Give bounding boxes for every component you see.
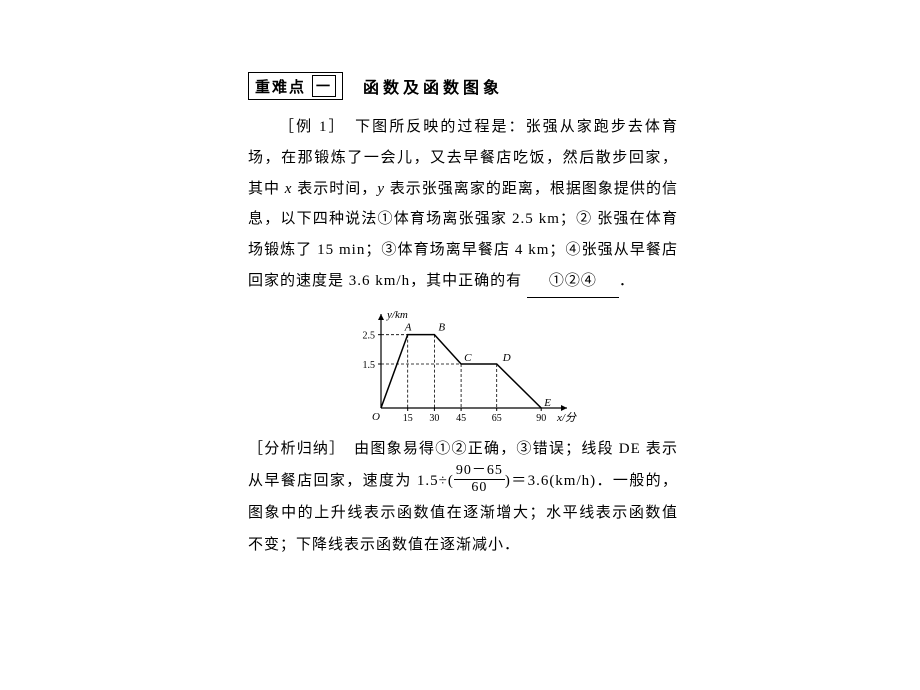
svg-text:B: B (438, 321, 445, 333)
analysis-paragraph: ［分析归纳］ 由图象易得①②正确，③错误；线段 DE 表示从早餐店回家，速度为 … (248, 433, 678, 562)
svg-text:65: 65 (492, 413, 502, 424)
svg-text:D: D (502, 352, 511, 364)
analysis-label: ［分析归纳］ (248, 441, 338, 457)
period: ． (619, 273, 635, 289)
svg-text:A: A (404, 321, 412, 333)
svg-text:y/km: y/km (386, 309, 408, 321)
fraction: 90－6560 (454, 464, 505, 495)
chart-container: 1.5 2.5 15 30 45 65 90 O A B C D Ey/km x/分 (248, 304, 678, 429)
svg-text:15: 15 (403, 413, 413, 424)
section-title: 函数及函数图象 (363, 74, 503, 98)
svg-text:30: 30 (429, 413, 439, 424)
difficulty-badge: 重难点一 (248, 72, 343, 100)
fraction-numerator: 90－65 (454, 464, 505, 480)
svg-text:O: O (372, 411, 380, 423)
y-variable: y (377, 181, 385, 197)
example-paragraph: ［例 1］ 下图所反映的过程是：张强从家跑步去体育场，在那锻炼了一会儿，又去早餐… (248, 112, 678, 298)
section-header: 重难点一 函数及函数图象 (248, 72, 678, 100)
answer-text: ①②④ (549, 273, 597, 289)
fraction-denominator: 60 (454, 480, 505, 495)
svg-text:90: 90 (536, 413, 546, 424)
svg-text:2.5: 2.5 (363, 330, 376, 341)
badge-number: 一 (312, 75, 336, 97)
svg-text:45: 45 (456, 413, 466, 424)
answer-blank: ①②④ (527, 266, 619, 298)
document-content: 重难点一 函数及函数图象 ［例 1］ 下图所反映的过程是：张强从家跑步去体育场，… (248, 72, 678, 562)
example-text-2: 表示时间， (292, 181, 377, 197)
example-label: ［例 1］ (278, 119, 338, 135)
svg-text:1.5: 1.5 (363, 360, 376, 371)
svg-text:C: C (464, 352, 472, 364)
line-chart: 1.5 2.5 15 30 45 65 90 O A B C D Ey/km x/分 (343, 304, 583, 429)
svg-text:E: E (543, 397, 551, 409)
badge-main-text: 重难点 (255, 76, 306, 97)
svg-text:x/分: x/分 (556, 411, 577, 424)
